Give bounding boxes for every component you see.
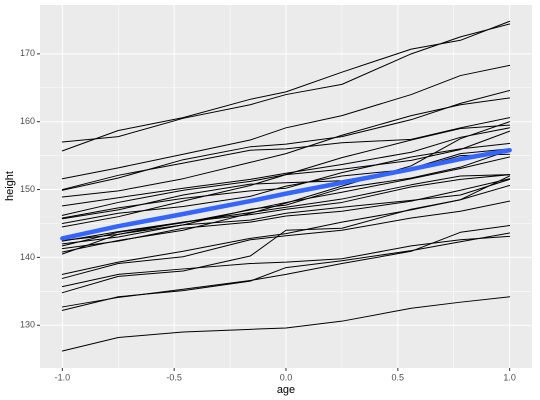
y-tick-label: 130 [20,320,35,330]
x-tick-label: -0.5 [166,372,182,382]
line [61,178,511,245]
line [61,64,511,180]
line [61,149,511,255]
smooth-line [60,147,512,241]
line [61,156,511,247]
line [61,174,511,242]
y-tick-label: 150 [20,184,35,194]
line [61,127,511,207]
line [61,235,511,288]
line [61,97,511,198]
line [61,296,511,352]
x-tick-label: 1.0 [503,372,516,382]
line [61,117,511,191]
line [61,20,511,152]
line [61,23,511,143]
y-tick-label: 160 [20,116,35,126]
x-tick-label: -1.0 [55,372,71,382]
line [61,200,511,279]
line [61,175,511,294]
x-axis-title: age [277,384,295,396]
y-axis-title: height [4,171,16,201]
y-tick-label: 140 [20,252,35,262]
line [61,232,511,311]
line [61,148,511,220]
x-tick-label: 0.5 [392,372,405,382]
line [61,121,511,253]
line [61,174,511,241]
y-tick-label: 170 [20,48,35,58]
x-tick-label: 0.0 [280,372,293,382]
